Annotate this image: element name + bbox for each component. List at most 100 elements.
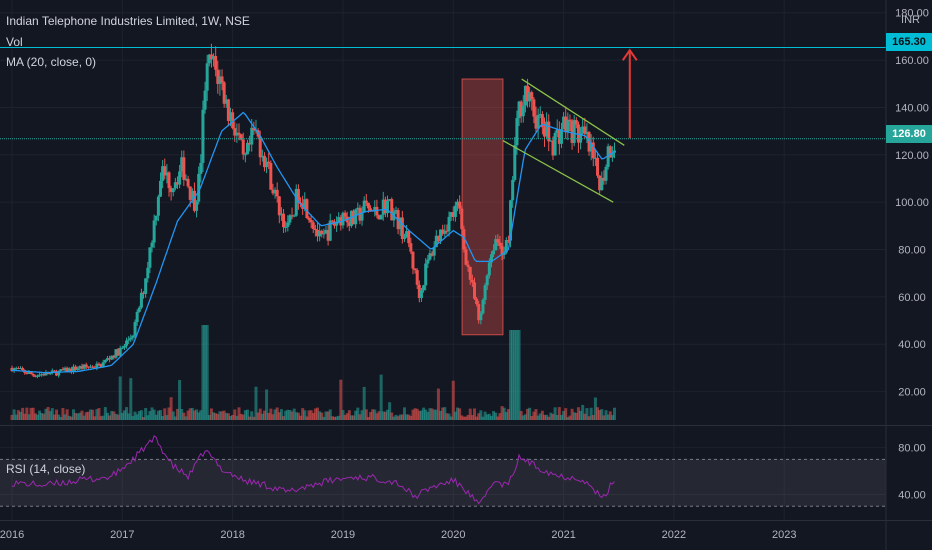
volume-bar: [40, 413, 44, 420]
volume-bar: [267, 412, 271, 420]
volume-bar: [593, 397, 597, 420]
candle-body: [369, 208, 373, 211]
volume-bar: [222, 410, 226, 420]
volume-bar: [180, 408, 184, 420]
volume-bar: [305, 416, 309, 420]
volume-bar: [498, 413, 502, 420]
candle-body: [547, 121, 551, 142]
candle-body: [502, 252, 506, 256]
pane-separator[interactable]: [0, 425, 932, 426]
volume-bar: [294, 412, 298, 420]
volume-bar: [494, 412, 498, 420]
volume-bar: [386, 409, 390, 420]
volume-bar: [275, 407, 279, 420]
highlight-box: [461, 78, 504, 336]
volume-bar: [209, 408, 213, 420]
volume-bar: [161, 415, 165, 420]
volume-bar: [86, 411, 90, 420]
candle-body: [383, 199, 387, 214]
volume-bar: [360, 410, 364, 420]
volume-bar: [555, 415, 559, 420]
volume-bar: [468, 408, 472, 420]
volume-bar: [472, 408, 476, 420]
candle-body: [362, 200, 366, 213]
volume-bar: [426, 411, 430, 420]
candle-body: [201, 109, 205, 163]
candle-body: [95, 363, 99, 368]
candle-body: [207, 54, 211, 64]
volume-bar: [328, 409, 332, 420]
candle-body: [320, 230, 324, 235]
volume-bar: [326, 411, 330, 420]
candle-body: [591, 142, 595, 159]
candle-body: [284, 226, 288, 228]
volume-bar: [231, 414, 235, 420]
price-tick-label: 160.00: [895, 55, 929, 67]
symbol-title[interactable]: Indian Telephone Industries Limited, 1W,…: [6, 14, 250, 28]
volume-bar: [207, 415, 211, 420]
candle-body: [581, 126, 585, 134]
candle-body: [424, 263, 428, 286]
candle-body: [464, 249, 468, 265]
candle-body: [218, 76, 222, 84]
candle-body: [286, 222, 290, 227]
volume-bar: [101, 415, 105, 420]
candle-body: [481, 299, 485, 314]
rsi-legend[interactable]: RSI (14, close): [6, 462, 86, 476]
volume-bar: [63, 414, 67, 420]
candle-body: [258, 136, 262, 158]
volume-bar: [559, 414, 563, 420]
candle-body: [48, 372, 52, 375]
volume-bar: [212, 412, 216, 420]
volume-bar: [159, 410, 163, 420]
rsi-pane: [0, 435, 886, 507]
volume-bar: [392, 416, 396, 420]
candle-body: [434, 235, 438, 248]
ma-legend[interactable]: MA (20, close, 0): [6, 55, 97, 69]
candle-body: [513, 145, 517, 180]
candle-body: [161, 166, 165, 181]
candle-body: [273, 189, 277, 194]
candle-body: [326, 229, 330, 241]
candle-body: [559, 129, 563, 144]
volume-bar: [324, 411, 328, 420]
volume-bar: [122, 410, 126, 420]
volume-bar: [545, 414, 549, 420]
candle-body: [38, 374, 42, 376]
candle-body: [252, 127, 256, 131]
candle-body: [199, 162, 203, 174]
candle-body: [173, 182, 177, 189]
volume-bar: [432, 409, 436, 420]
candle-body: [294, 188, 298, 216]
currency-label: INR: [901, 14, 920, 26]
volume-bar: [352, 415, 356, 420]
volume-bar: [133, 411, 137, 420]
candle-body: [142, 292, 146, 294]
volume-bar: [142, 416, 146, 420]
candle-body: [506, 239, 510, 241]
candle-body: [390, 199, 394, 221]
volume-bar: [129, 378, 133, 420]
volume-bar: [487, 413, 491, 420]
candle-body: [330, 220, 334, 222]
candle-body: [10, 367, 14, 372]
volume-bar: [245, 409, 249, 420]
last-price-tag: 126.80: [886, 125, 932, 143]
candle-body: [479, 313, 483, 321]
volume-bar: [186, 410, 190, 420]
volume-bar: [91, 409, 95, 420]
volume-bar: [576, 407, 580, 420]
volume-bar: [190, 407, 194, 420]
volume-legend[interactable]: Vol: [6, 35, 23, 49]
candle-body: [608, 146, 612, 158]
chart-grid: [0, 0, 886, 520]
volume-bar: [439, 410, 443, 420]
volume-bar: [48, 411, 52, 420]
candle-body: [44, 372, 48, 376]
volume-bar: [201, 325, 205, 420]
candle-body: [131, 335, 135, 338]
candle-body: [148, 247, 152, 268]
candle-body: [69, 368, 73, 372]
volume-bar: [105, 412, 109, 420]
